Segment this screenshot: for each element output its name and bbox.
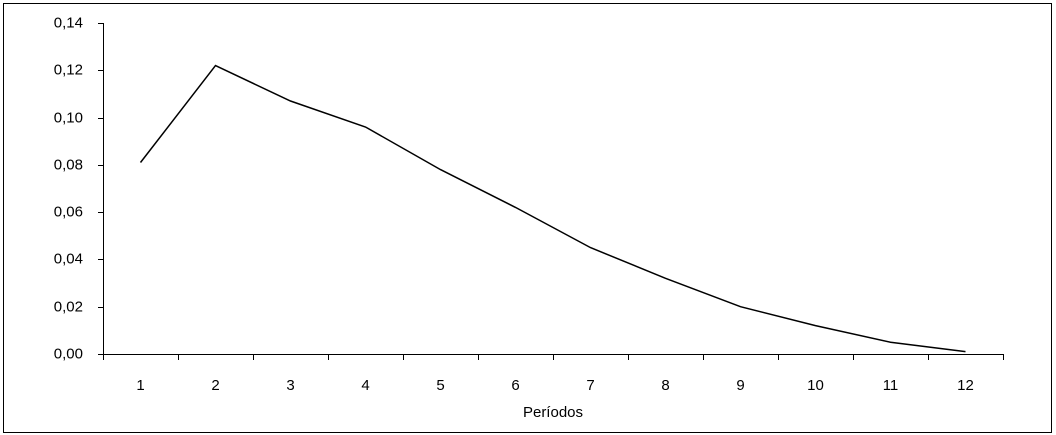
y-tick-label: 0,02: [54, 298, 83, 315]
x-tick-label: 8: [661, 377, 669, 394]
x-tick-label: 12: [957, 377, 974, 394]
data-line: [139, 64, 966, 353]
x-tick-label: 11: [883, 377, 899, 394]
x-tick-label: 1: [136, 377, 144, 394]
y-tick-label: 0,14: [54, 14, 83, 31]
y-tick-label: 0,12: [54, 61, 83, 78]
y-tick-label: 0,04: [54, 250, 83, 267]
x-tick-label: 6: [511, 377, 519, 394]
x-axis-title: Períodos: [523, 404, 583, 421]
y-tick-label: 0,10: [54, 109, 83, 126]
x-tick-label: 9: [736, 377, 744, 394]
x-tick-label: 10: [807, 377, 824, 394]
x-tick-label: 2: [211, 377, 219, 394]
x-tick-label: 3: [286, 377, 294, 394]
y-tick-label: 0,06: [54, 203, 83, 220]
x-tick-label: 4: [361, 377, 369, 394]
x-tick-label: 7: [586, 377, 594, 394]
chart-border: [3, 3, 1052, 433]
y-tick-label: 0,08: [54, 156, 83, 173]
x-tick-label: 5: [436, 377, 444, 394]
y-tick-label: 0,00: [54, 345, 83, 362]
